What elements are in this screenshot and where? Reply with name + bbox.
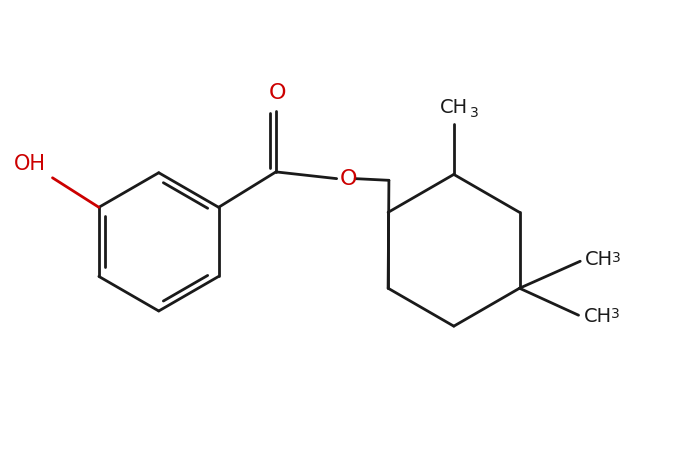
Text: 3: 3 — [611, 307, 619, 321]
Text: OH: OH — [14, 153, 46, 174]
Text: CH: CH — [440, 98, 468, 117]
Text: O: O — [340, 169, 358, 189]
Text: 3: 3 — [612, 251, 621, 265]
Text: 3: 3 — [471, 106, 479, 120]
Text: CH: CH — [583, 307, 612, 326]
Text: CH: CH — [585, 250, 613, 269]
Text: O: O — [269, 83, 286, 103]
